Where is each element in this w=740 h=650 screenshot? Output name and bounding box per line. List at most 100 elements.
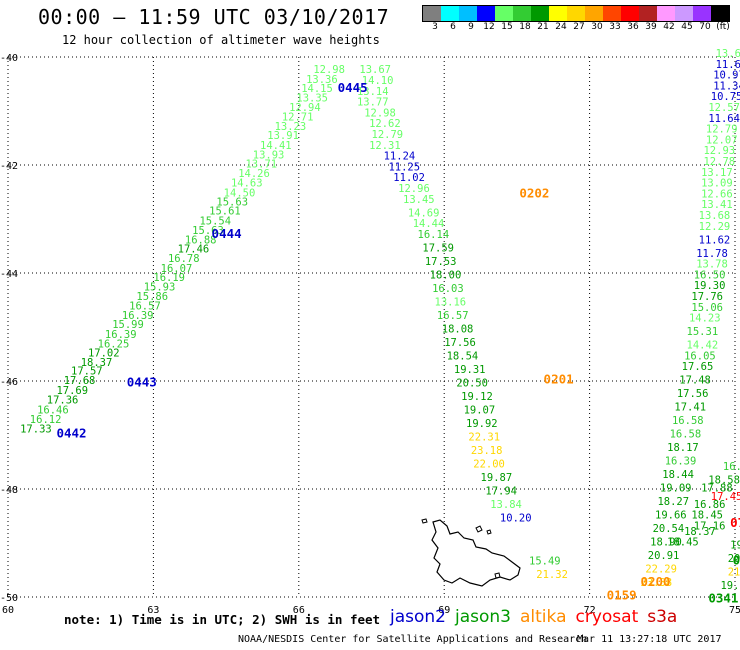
pass-time-label: 0341 bbox=[708, 590, 738, 605]
wave-height-label: 14.15 bbox=[301, 83, 333, 95]
wave-height-label: 16.82 bbox=[723, 461, 740, 473]
wave-height-label: 13.78 bbox=[696, 259, 728, 271]
pass-time-label: 0443 bbox=[127, 374, 157, 389]
footnote: note: 1) Time is in UTC; 2) SWH is in fe… bbox=[64, 612, 381, 627]
wave-height-label: 16.39 bbox=[122, 310, 154, 322]
color-scale-label: 6 bbox=[450, 22, 456, 32]
wave-height-label: 18.17 bbox=[667, 442, 699, 454]
footer-timestamp: Mar 11 13:27:18 UTC 2017 bbox=[577, 634, 722, 645]
wave-height-label: 15.54 bbox=[199, 215, 231, 227]
wave-height-label: 12.57 bbox=[708, 102, 740, 114]
wave-height-label: 12.78 bbox=[703, 156, 735, 168]
color-swatch bbox=[693, 6, 711, 21]
wave-height-label: 13.45 bbox=[403, 194, 435, 206]
wave-height-label: 16.46 bbox=[37, 404, 69, 416]
color-scale-label: (ft) bbox=[716, 22, 730, 32]
wave-height-label: 14.63 bbox=[231, 178, 263, 190]
wave-height-label: 17.53 bbox=[425, 256, 457, 268]
wave-height-label: 17.46 bbox=[178, 243, 210, 255]
wave-height-label: 13.68 bbox=[699, 210, 731, 222]
wave-height-label: 18.08 bbox=[442, 323, 474, 335]
wave-height-label: 18.00 bbox=[430, 269, 462, 281]
color-swatch bbox=[621, 6, 639, 21]
wave-height-label: 13.14 bbox=[357, 86, 389, 98]
wave-height-label: 19 bbox=[730, 539, 740, 551]
color-scale-label: 3 bbox=[432, 22, 438, 32]
color-swatch bbox=[495, 6, 513, 21]
wave-height-label: 19.9 bbox=[720, 580, 740, 592]
wave-height-label: 18.37 bbox=[684, 526, 716, 538]
wave-height-label: 19.87 bbox=[481, 472, 513, 484]
pass-time-label: 0740 bbox=[730, 515, 740, 530]
wave-height-label: 10.20 bbox=[500, 512, 532, 524]
color-swatch bbox=[477, 6, 495, 21]
wave-height-label: 23.38 bbox=[640, 577, 672, 589]
color-scale-label: 15 bbox=[501, 22, 513, 32]
wave-height-label: 17.69 bbox=[56, 385, 88, 397]
pass-time-label: 0342 bbox=[733, 553, 740, 568]
color-scale-label: 21 bbox=[537, 22, 549, 32]
wave-height-label: 14.69 bbox=[408, 207, 440, 219]
wave-height-label: 16.14 bbox=[418, 229, 450, 241]
wave-height-label: 15.49 bbox=[529, 556, 561, 568]
wave-height-label: 14.42 bbox=[687, 340, 719, 352]
color-swatch bbox=[423, 6, 441, 21]
wave-height-label: 19.12 bbox=[461, 391, 493, 403]
wave-height-label: 13.09 bbox=[701, 178, 733, 190]
color-swatch bbox=[531, 6, 549, 21]
wave-height-label: 15.63 bbox=[192, 225, 224, 237]
wave-height-label: 10.97 bbox=[713, 70, 740, 82]
color-scale-bar bbox=[422, 5, 730, 22]
pass-time-label: 0202 bbox=[519, 185, 549, 200]
wave-height-label: 16.39 bbox=[105, 329, 137, 341]
wave-height-label: 17.65 bbox=[682, 361, 714, 373]
pass-time-label: 0159 bbox=[607, 588, 637, 603]
wave-height-label: 17.76 bbox=[691, 291, 723, 303]
wave-height-label: 13.41 bbox=[701, 199, 733, 211]
color-swatch bbox=[675, 6, 693, 21]
wave-height-label: 15.31 bbox=[687, 326, 719, 338]
footer-credit: NOAA/NESDIS Center for Satellite Applica… bbox=[238, 634, 588, 645]
wave-height-label: 18.27 bbox=[657, 496, 689, 508]
wave-height-label: 19.92 bbox=[466, 418, 498, 430]
x-tick-label: 66 bbox=[293, 605, 305, 616]
wave-height-label: 20 bbox=[728, 553, 740, 565]
wave-height-label: 16.19 bbox=[153, 272, 185, 284]
color-scale-label: 27 bbox=[573, 22, 585, 32]
color-swatch bbox=[603, 6, 621, 21]
wave-height-label: 16.57 bbox=[129, 301, 161, 313]
color-scale-label: 39 bbox=[645, 22, 657, 32]
color-scale-label: 30 bbox=[591, 22, 603, 32]
color-swatch bbox=[513, 6, 531, 21]
wave-height-label: 15.99 bbox=[112, 319, 144, 331]
wave-height-label: 13.71 bbox=[245, 159, 277, 171]
wave-height-label: 16.05 bbox=[684, 350, 716, 362]
legend-entry: jason2 bbox=[390, 607, 446, 627]
color-swatch bbox=[459, 6, 477, 21]
color-scale-label: 18 bbox=[519, 22, 531, 32]
wave-height-label: 22.29 bbox=[645, 564, 677, 576]
wave-height-label: 16.58 bbox=[670, 429, 702, 441]
wave-height-label: 12.98 bbox=[313, 64, 345, 76]
wave-height-label: 13.93 bbox=[253, 150, 285, 162]
wave-height-label: 15.61 bbox=[209, 206, 241, 218]
wave-height-label: 15.63 bbox=[216, 197, 248, 209]
island-outline bbox=[421, 518, 428, 524]
y-tick-label: -46 bbox=[0, 377, 18, 388]
wave-height-label: 16.86 bbox=[694, 499, 726, 511]
kerguelen-islands-landmass bbox=[421, 518, 521, 587]
wave-height-label: 18.58 bbox=[708, 475, 740, 487]
color-swatch bbox=[657, 6, 675, 21]
wave-height-label: 17.68 bbox=[64, 375, 96, 387]
island-outline bbox=[431, 519, 521, 587]
x-tick-label: 72 bbox=[584, 605, 596, 616]
wave-height-label: 14.10 bbox=[362, 75, 394, 87]
wave-height-label: 12.94 bbox=[289, 102, 321, 114]
y-tick-label: -40 bbox=[0, 53, 18, 64]
wave-height-label: 17.02 bbox=[88, 348, 120, 360]
wave-height-label: 17.16 bbox=[694, 521, 726, 533]
wave-height-label: 12.98 bbox=[364, 107, 396, 119]
wave-height-label: 14.23 bbox=[689, 313, 721, 325]
wave-height-label: 11.78 bbox=[696, 248, 728, 260]
wave-height-label: 13.16 bbox=[435, 296, 467, 308]
